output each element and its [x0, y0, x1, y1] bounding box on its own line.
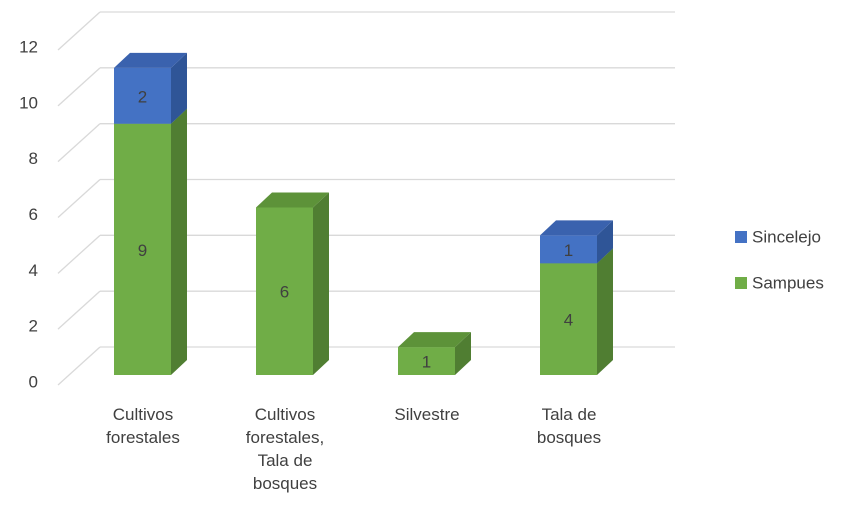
grid-line [57, 123, 101, 163]
y-tick-label: 8 [29, 149, 38, 168]
x-tick-label: Cultivos forestales, Tala de bosques [245, 405, 325, 493]
y-tick-label: 4 [29, 261, 38, 280]
data-label: 1 [422, 353, 431, 372]
y-tick-label: 6 [29, 205, 38, 224]
bar-side [597, 220, 613, 264]
bar-side [597, 248, 613, 375]
bar-top [540, 220, 613, 236]
legend-swatch [735, 231, 747, 243]
bar [540, 263, 597, 375]
data-label: 1 [564, 241, 573, 260]
bar-side [313, 192, 329, 375]
legend-swatch [735, 277, 747, 289]
grid-line [57, 234, 101, 274]
legend-label: Sampues [752, 273, 824, 292]
bar-top [256, 192, 329, 208]
bar-top [398, 332, 471, 348]
data-label: 6 [280, 283, 289, 302]
bar-side [171, 108, 187, 375]
grid-line [57, 346, 101, 386]
bar [114, 67, 171, 124]
grid-line [57, 67, 101, 107]
bar-side [455, 332, 471, 375]
x-tick-label: Tala de bosques [536, 405, 602, 447]
x-tick-label: Cultivos forestales [106, 405, 180, 447]
bar [256, 207, 313, 375]
data-label: 4 [564, 311, 573, 330]
grid-line [57, 290, 101, 330]
legend-label: Sincelejo [752, 227, 821, 246]
bar [540, 235, 597, 264]
x-tick-label: Silvestre [394, 405, 460, 424]
y-tick-label: 10 [19, 93, 38, 112]
data-label: 2 [138, 87, 147, 106]
bar [398, 347, 455, 375]
bar-top [114, 52, 187, 68]
y-tick-label: 0 [29, 372, 38, 391]
y-tick-label: 12 [19, 37, 38, 56]
grid-line [57, 179, 101, 218]
data-label: 9 [138, 241, 147, 260]
bar [114, 123, 171, 375]
y-tick-label: 2 [29, 317, 38, 336]
grid-line [57, 11, 101, 51]
bar-side [171, 52, 187, 124]
